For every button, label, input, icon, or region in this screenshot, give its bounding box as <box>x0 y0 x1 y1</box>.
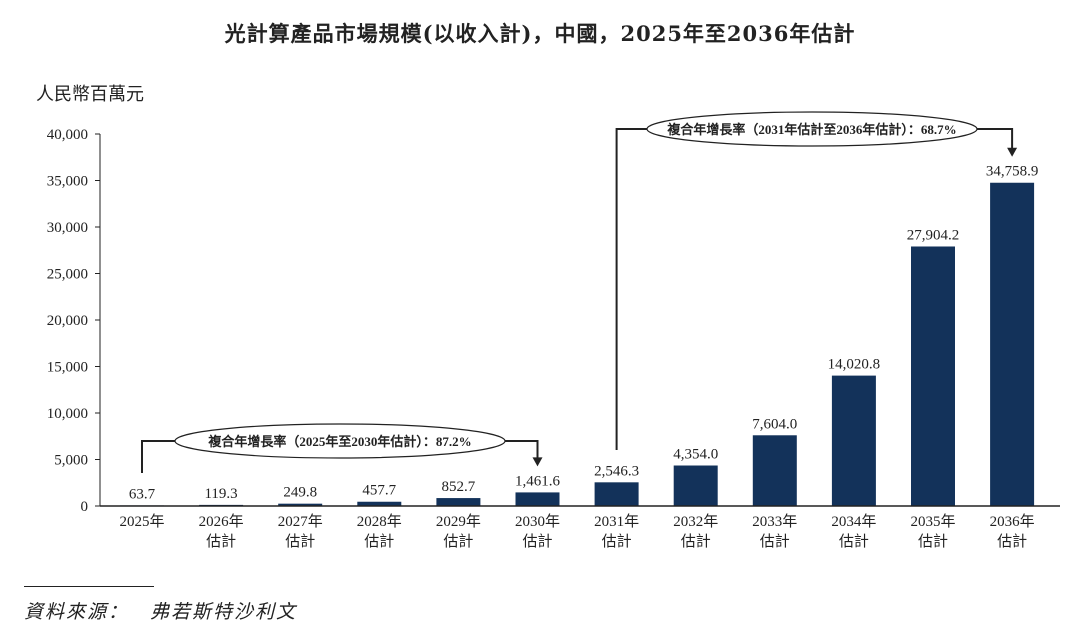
cagr-annotation: 複合年增長率（2031年估計至2036年估計）：68.7% <box>666 122 956 137</box>
x-tick-label: 2031年 <box>594 513 639 530</box>
x-tick-label: 2026年 <box>199 513 244 530</box>
bar-value-label: 14,020.8 <box>828 357 881 373</box>
x-tick-label: 2025年 <box>119 513 164 530</box>
x-tick-label: 估計 <box>285 533 315 550</box>
x-tick-label: 估計 <box>602 533 632 550</box>
bar <box>357 501 402 506</box>
x-tick-label: 估計 <box>364 533 394 550</box>
x-tick-label: 2028年 <box>357 513 402 530</box>
x-tick-label: 2030年 <box>515 513 560 530</box>
x-tick-label: 估計 <box>443 533 473 550</box>
x-tick-label: 2033年 <box>752 513 797 530</box>
arrow-down-icon <box>1007 147 1018 157</box>
bar <box>436 498 481 506</box>
y-tick-label: 15,000 <box>47 360 88 376</box>
x-tick-label: 估計 <box>206 533 236 550</box>
bar-value-label: 852.7 <box>442 479 476 495</box>
x-tick-label: 估計 <box>522 533 552 550</box>
x-tick-label: 2029年 <box>436 513 481 530</box>
x-tick-label: 估計 <box>760 533 790 550</box>
source-note: 資料來源： 弗若斯特沙利文 <box>24 601 298 623</box>
bar <box>594 482 639 506</box>
bar-value-label: 4,354.0 <box>673 447 718 463</box>
arrow-down-icon <box>532 457 543 467</box>
y-tick-label: 40,000 <box>47 127 88 143</box>
bar-value-label: 2,546.3 <box>594 463 639 479</box>
bar <box>673 465 718 506</box>
bar-value-label: 457.7 <box>362 483 396 499</box>
chart-title: 光計算產品市場規模(以收入計)，中國，2025年至2036年估計 <box>224 21 856 46</box>
y-axis-label: 人民幣百萬元 <box>36 84 144 105</box>
bar <box>831 375 876 506</box>
bar-value-label: 63.7 <box>129 486 156 502</box>
y-tick-label: 25,000 <box>47 267 88 283</box>
y-tick-label: 30,000 <box>47 220 88 236</box>
bar-value-label: 34,758.9 <box>986 164 1039 180</box>
cagr-annotation: 複合年增長率（2025年至2030年估計）：87.2% <box>207 434 471 449</box>
bar <box>278 503 323 506</box>
x-tick-label: 估計 <box>839 533 869 550</box>
y-tick-label: 0 <box>81 499 89 515</box>
cagr-bracket-left <box>141 440 175 473</box>
x-tick-label: 估計 <box>918 533 948 550</box>
x-tick-label: 估計 <box>681 533 711 550</box>
cagr-ellipse <box>174 423 506 459</box>
bar-value-label: 249.8 <box>283 485 317 501</box>
y-tick-label: 35,000 <box>47 174 88 190</box>
cagr-bracket-right <box>977 128 1014 149</box>
bar-value-label: 27,904.2 <box>907 227 960 243</box>
x-tick-label: 2036年 <box>990 513 1035 530</box>
y-tick-label: 10,000 <box>47 406 88 422</box>
bar <box>911 246 955 506</box>
cagr-bracket-right <box>505 440 539 459</box>
x-tick-label: 估計 <box>997 533 1027 550</box>
source-divider <box>24 586 154 587</box>
y-tick-label: 20,000 <box>47 313 88 329</box>
bar-value-label: 119.3 <box>204 486 237 502</box>
x-tick-label: 2027年 <box>278 513 323 530</box>
bar-value-label: 7,604.0 <box>752 416 797 432</box>
y-tick-label: 5,000 <box>54 453 88 469</box>
bar-value-label: 1,461.6 <box>515 473 561 489</box>
bar <box>990 182 1035 506</box>
cagr-bracket-left <box>615 128 647 450</box>
cagr-ellipse <box>646 111 978 147</box>
bar <box>515 492 560 506</box>
bar <box>752 435 797 506</box>
x-tick-label: 2032年 <box>673 513 718 530</box>
x-tick-label: 2035年 <box>910 513 955 530</box>
x-tick-label: 2034年 <box>831 513 876 530</box>
